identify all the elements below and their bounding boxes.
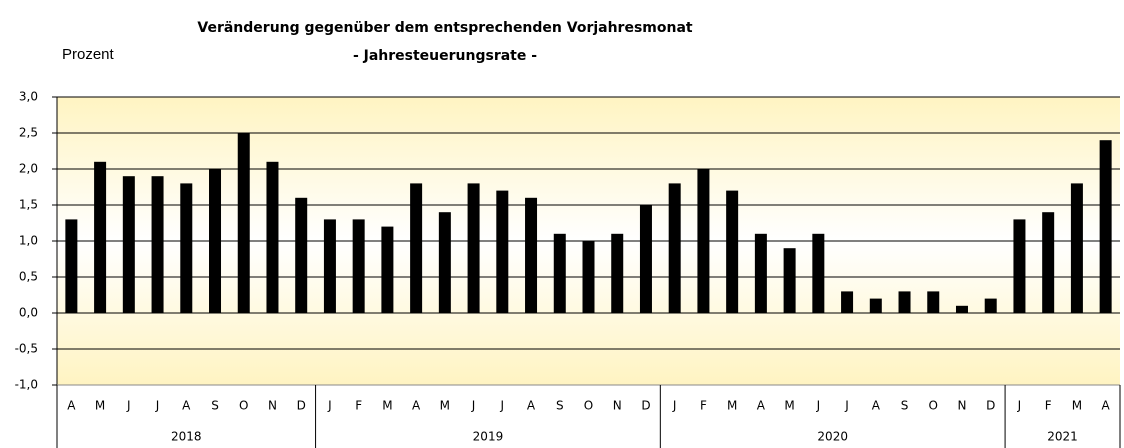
bar xyxy=(841,291,854,313)
x-tick-label: O xyxy=(239,399,248,413)
bar xyxy=(266,161,279,313)
y-tick-label: 2,0 xyxy=(19,162,38,176)
bar xyxy=(611,233,624,313)
x-tick-label: M xyxy=(95,399,105,413)
y-tick-label: 1,5 xyxy=(19,198,38,212)
x-tick-label: F xyxy=(1045,399,1052,413)
x-tick-label: J xyxy=(816,399,821,413)
x-tick-label: N xyxy=(613,399,622,413)
bar xyxy=(151,176,164,313)
x-tick-label: J xyxy=(126,399,131,413)
x-tick-label: M xyxy=(440,399,450,413)
x-tick-label: J xyxy=(500,399,505,413)
x-tick-label: D xyxy=(297,399,306,413)
group-label: 2021 xyxy=(1047,430,1078,444)
bar xyxy=(438,212,451,313)
y-axis-label: Prozent xyxy=(62,46,115,63)
y-tick-label: 0,5 xyxy=(19,270,38,284)
y-tick-label: 3,0 xyxy=(19,90,38,104)
y-tick-label: 1,0 xyxy=(19,234,38,248)
x-tick-label: F xyxy=(355,399,362,413)
x-tick-label: A xyxy=(182,399,191,413)
x-tick-label: N xyxy=(957,399,966,413)
bar xyxy=(323,219,336,313)
bar xyxy=(726,190,739,313)
bar xyxy=(812,233,825,313)
bar xyxy=(65,219,78,313)
chart-title: Veränderung gegenüber dem entsprechenden… xyxy=(197,20,693,36)
bar xyxy=(94,161,107,313)
y-tick-label: 0,0 xyxy=(19,306,38,320)
x-tick-label: A xyxy=(1102,399,1111,413)
bar xyxy=(984,298,997,313)
x-tick-label: F xyxy=(700,399,707,413)
x-tick-label: J xyxy=(327,399,332,413)
bar xyxy=(783,248,796,313)
bar xyxy=(525,197,538,313)
bar xyxy=(697,169,710,313)
x-tick-label: A xyxy=(872,399,881,413)
y-tick-label: -0,5 xyxy=(15,342,38,356)
bar xyxy=(1099,140,1112,313)
bar xyxy=(352,219,365,313)
bar xyxy=(122,176,135,313)
x-tick-label: M xyxy=(1072,399,1082,413)
x-tick-label: D xyxy=(986,399,995,413)
x-tick-label: D xyxy=(641,399,650,413)
bar xyxy=(1013,219,1026,313)
x-tick-label: J xyxy=(844,399,849,413)
chart-subtitle: - Jahresteuerungsrate - xyxy=(353,48,537,64)
bar xyxy=(295,197,308,313)
group-label: 2020 xyxy=(817,430,848,444)
x-tick-label: N xyxy=(268,399,277,413)
bar xyxy=(869,298,882,313)
bar xyxy=(237,133,250,313)
x-tick-label: A xyxy=(67,399,76,413)
bar xyxy=(381,226,394,313)
x-tick-label: S xyxy=(556,399,564,413)
x-tick-label: J xyxy=(672,399,677,413)
x-tick-label: S xyxy=(901,399,909,413)
bar xyxy=(1070,183,1083,313)
x-tick-label: J xyxy=(1017,399,1022,413)
group-label: 2019 xyxy=(473,430,504,444)
bar xyxy=(639,205,652,313)
bar xyxy=(467,183,480,313)
bar xyxy=(180,183,193,313)
x-tick-label: S xyxy=(211,399,219,413)
bar xyxy=(553,233,566,313)
bar xyxy=(927,291,940,313)
bar xyxy=(668,183,681,313)
bar xyxy=(410,183,423,313)
x-tick-label: M xyxy=(382,399,392,413)
bar xyxy=(754,233,767,313)
y-tick-label: 2,5 xyxy=(19,126,38,140)
x-tick-label: O xyxy=(929,399,938,413)
bar xyxy=(496,190,509,313)
x-tick-label: J xyxy=(471,399,476,413)
bar xyxy=(582,241,595,313)
x-tick-label: M xyxy=(784,399,794,413)
x-tick-label: O xyxy=(584,399,593,413)
group-label: 2018 xyxy=(171,430,202,444)
x-tick-label: M xyxy=(727,399,737,413)
bar xyxy=(1042,212,1055,313)
x-tick-label: A xyxy=(757,399,766,413)
x-tick-label: J xyxy=(155,399,160,413)
x-tick-label: A xyxy=(527,399,536,413)
bar xyxy=(209,169,222,313)
y-tick-label: -1,0 xyxy=(15,378,38,392)
x-tick-label: A xyxy=(412,399,421,413)
bar xyxy=(955,305,968,313)
bar xyxy=(898,291,911,313)
